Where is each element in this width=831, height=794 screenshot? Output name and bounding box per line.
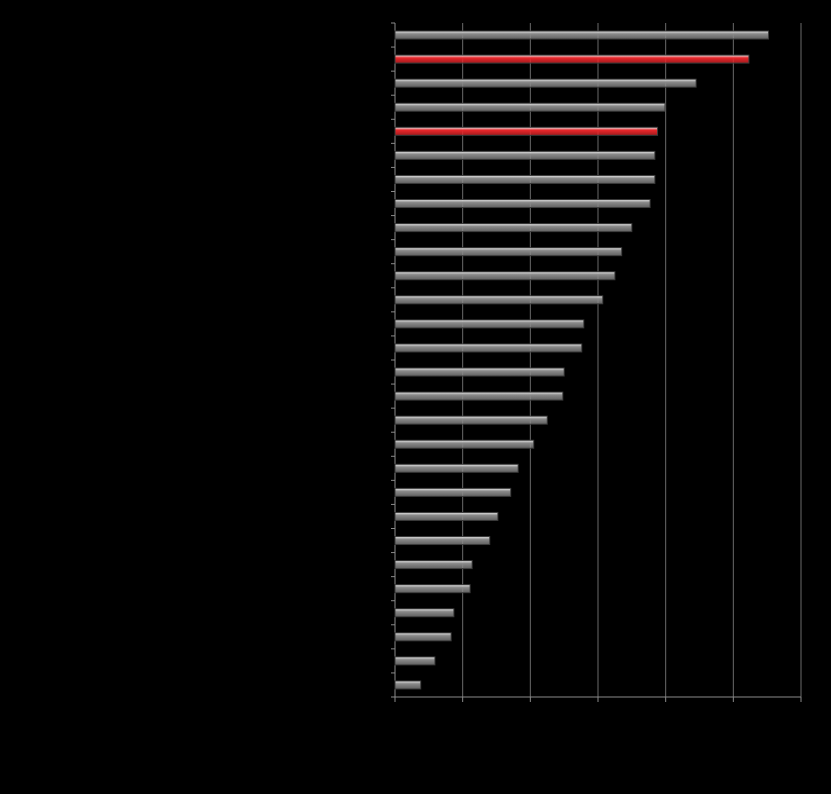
bar <box>394 102 666 112</box>
bar <box>394 391 564 401</box>
bar <box>394 174 656 184</box>
bar <box>394 150 656 160</box>
bar <box>394 78 697 88</box>
bar <box>394 271 616 281</box>
bar <box>394 319 585 329</box>
bar <box>394 54 750 64</box>
bar <box>394 126 659 136</box>
bar <box>394 511 499 521</box>
bar <box>394 536 491 546</box>
bar <box>394 199 651 209</box>
bar <box>394 343 583 353</box>
bar <box>394 439 535 449</box>
bar <box>394 367 565 377</box>
bar <box>394 223 633 233</box>
bar <box>394 463 519 473</box>
bar <box>394 30 770 40</box>
bar <box>394 487 512 497</box>
bar <box>394 632 452 642</box>
bar <box>394 560 473 570</box>
bar <box>394 656 436 666</box>
bar <box>394 295 604 305</box>
bar <box>394 680 422 690</box>
bar <box>394 247 623 257</box>
bar <box>394 608 455 618</box>
bar <box>394 415 548 425</box>
bar <box>394 584 471 594</box>
